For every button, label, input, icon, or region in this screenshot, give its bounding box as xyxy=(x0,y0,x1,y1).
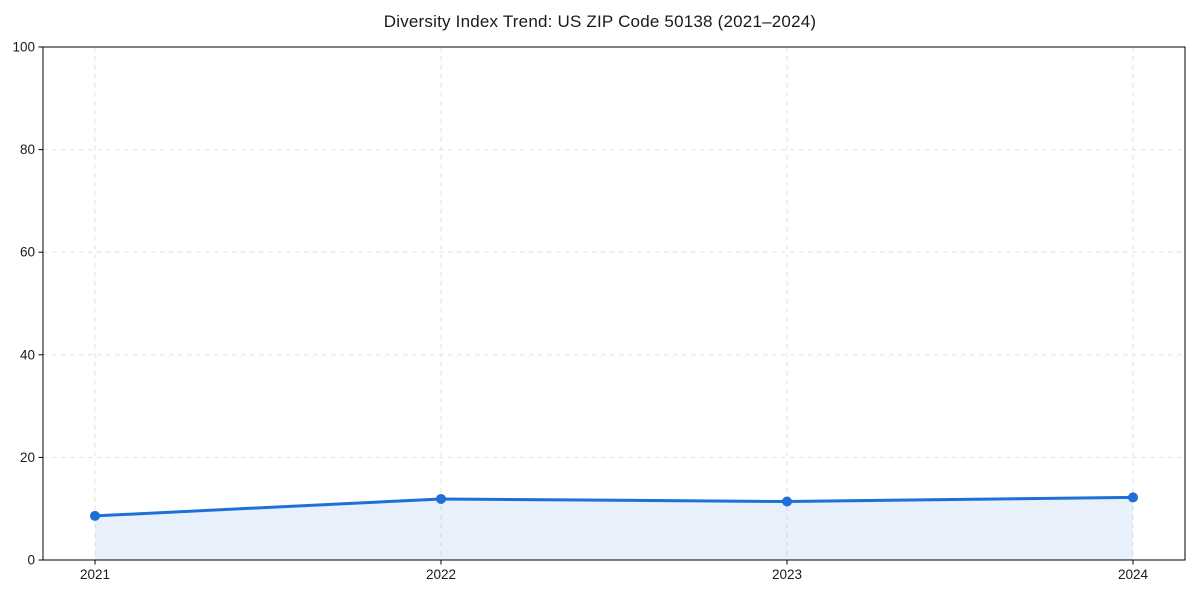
x-tick-label: 2022 xyxy=(426,567,456,582)
data-point xyxy=(436,493,446,504)
area-fill xyxy=(95,497,1133,560)
chart-title: Diversity Index Trend: US ZIP Code 50138… xyxy=(383,12,817,31)
x-tick-label: 2023 xyxy=(772,567,802,582)
data-point xyxy=(1128,492,1138,503)
y-tick-label: 0 xyxy=(27,553,35,568)
y-tick-label: 60 xyxy=(20,245,35,260)
y-tick-label: 100 xyxy=(12,40,35,55)
y-tick-label: 20 xyxy=(20,450,35,465)
data-point xyxy=(782,496,792,507)
data-point xyxy=(90,510,100,521)
x-tick-label: 2024 xyxy=(1118,567,1149,582)
x-tick-label: 2021 xyxy=(80,567,110,582)
plot-frame xyxy=(42,46,1186,561)
trend-line xyxy=(93,495,1135,518)
y-tick-label: 40 xyxy=(20,347,35,362)
y-tick-label: 80 xyxy=(20,142,35,157)
